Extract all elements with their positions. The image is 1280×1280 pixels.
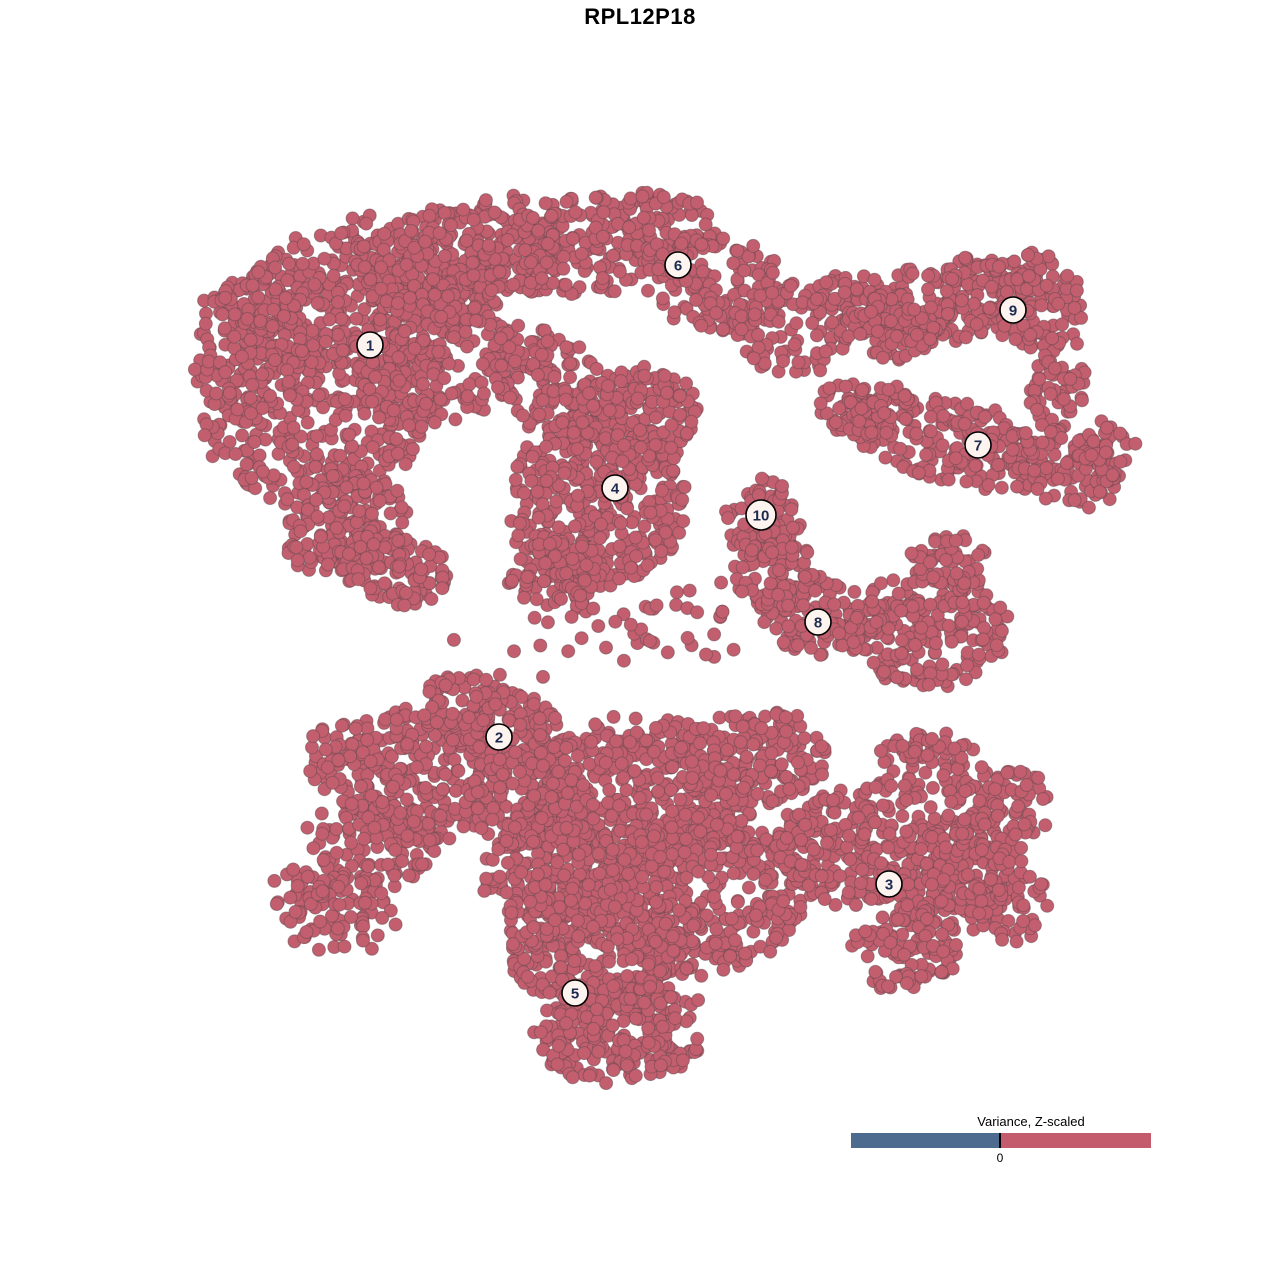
cluster-label-10: 10	[745, 499, 777, 531]
plot-title: RPL12P18	[584, 4, 696, 29]
cluster-label-7: 7	[964, 431, 992, 459]
cluster-label-2: 2	[485, 723, 513, 751]
cluster-label-4: 4	[601, 474, 629, 502]
cluster-label-8: 8	[804, 608, 832, 636]
cluster-label-9: 9	[999, 296, 1027, 324]
scatter-points	[187, 185, 1143, 1091]
cluster-label-3: 3	[875, 870, 903, 898]
cluster-label-6: 6	[664, 251, 692, 279]
cluster-labels: 1 2 3 4 5 6 7 8 9 10	[356, 251, 1027, 1007]
cluster-label-1: 1	[356, 331, 384, 359]
cluster-label-5: 5	[561, 979, 589, 1007]
